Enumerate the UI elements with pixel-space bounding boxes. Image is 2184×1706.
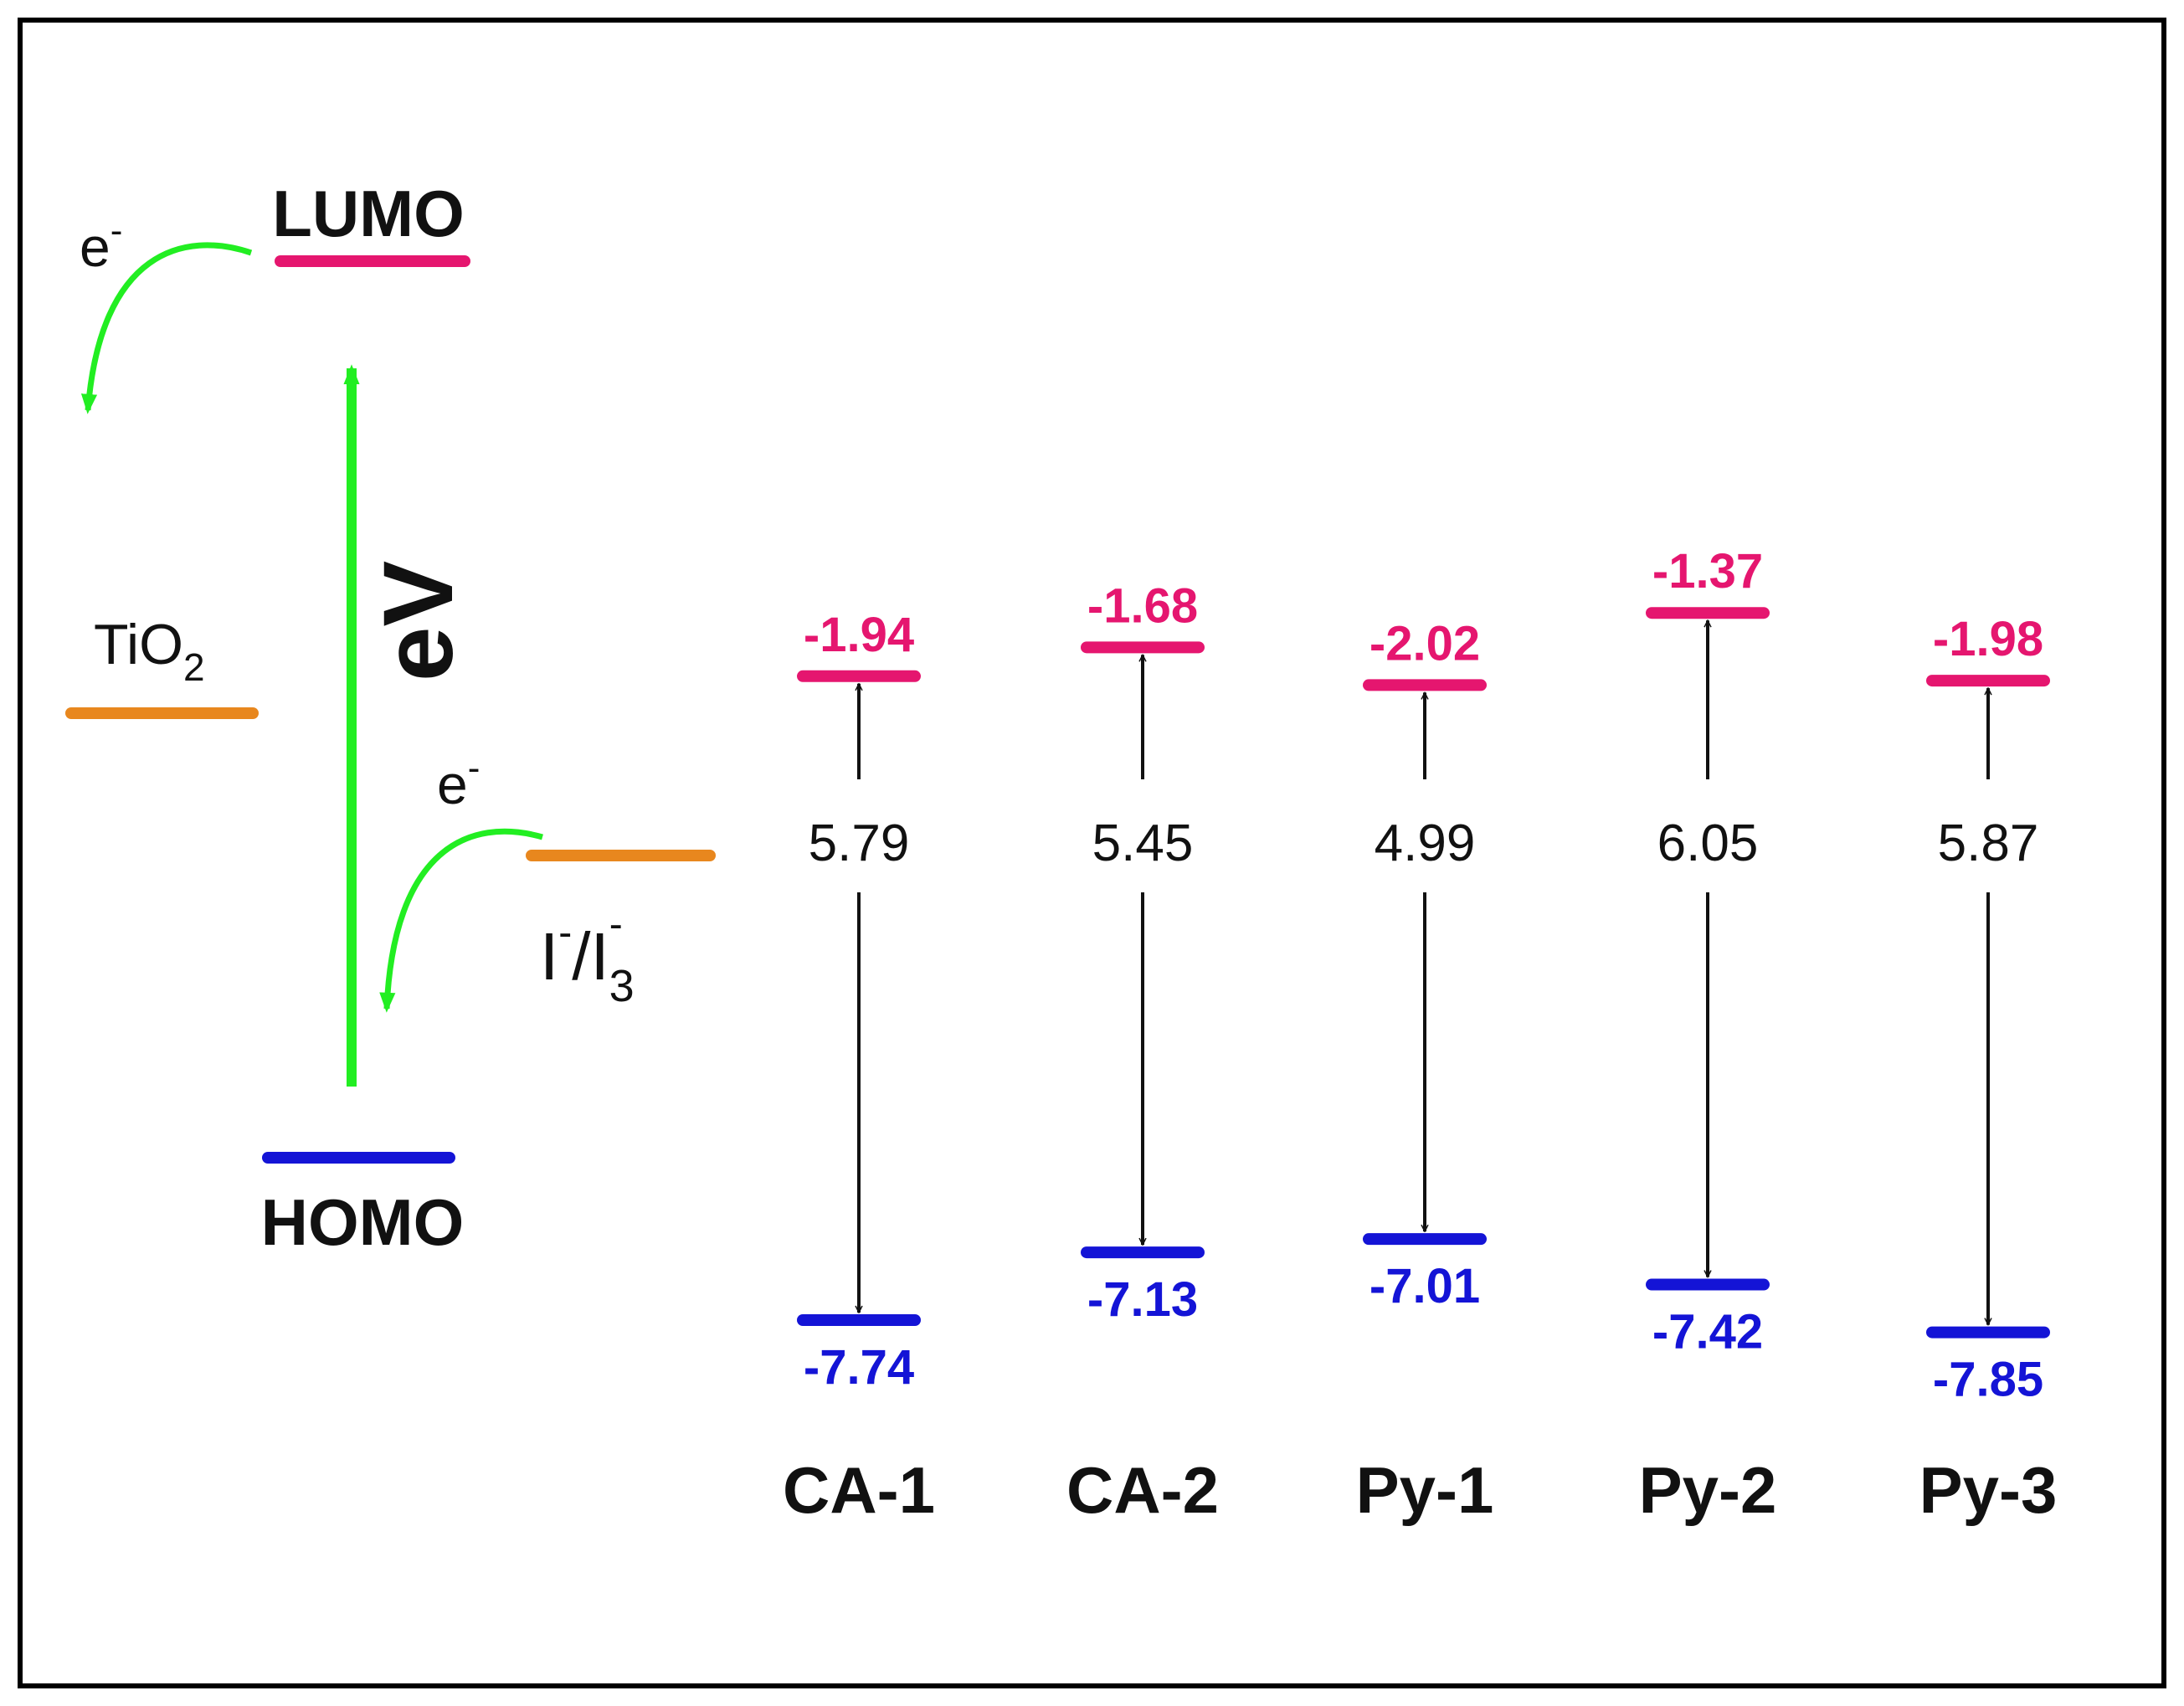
homo-value: -7.42 bbox=[1652, 1305, 1763, 1359]
schematic-panel: LUMO e- TiO2 eV I-/I3- e- HOMO bbox=[65, 177, 716, 1259]
gap-value: 5.45 bbox=[1092, 814, 1194, 872]
dye-levels: -1.94 -7.74 5.79 CA-1 -1.68 -7.13 5.45 CA-2 -2.0… bbox=[783, 544, 2057, 1527]
electron-label-top: e- bbox=[80, 210, 122, 278]
redox-couple-label: I-/I3- bbox=[540, 902, 635, 1011]
gap-value: 5.87 bbox=[1938, 814, 2039, 872]
gap-value: 6.05 bbox=[1657, 814, 1759, 872]
lumo-value: -1.98 bbox=[1933, 612, 2043, 666]
homo-value: -7.13 bbox=[1087, 1272, 1198, 1327]
dye-column: -1.68 -7.13 5.45 CA-2 bbox=[1066, 578, 1219, 1527]
lumo-value: -1.68 bbox=[1087, 578, 1198, 633]
homo-label: HOMO bbox=[261, 1185, 465, 1259]
dye-name: Py-3 bbox=[1919, 1453, 2058, 1527]
gap-value: 4.99 bbox=[1375, 814, 1476, 872]
dye-column: -1.94 -7.74 5.79 CA-1 bbox=[783, 608, 935, 1527]
energy-axis-label: eV bbox=[363, 561, 474, 681]
lumo-value: -1.37 bbox=[1652, 544, 1763, 599]
lumo-value: -1.94 bbox=[804, 608, 914, 662]
dye-name: Py-1 bbox=[1356, 1453, 1494, 1527]
dye-column: -2.02 -7.01 4.99 Py-1 bbox=[1356, 616, 1494, 1527]
dye-name: Py-2 bbox=[1639, 1453, 1777, 1527]
homo-value: -7.74 bbox=[804, 1340, 914, 1395]
homo-value: -7.01 bbox=[1369, 1259, 1480, 1313]
dye-column: -1.37 -7.42 6.05 Py-2 bbox=[1639, 544, 1777, 1527]
dye-name: CA-1 bbox=[783, 1453, 935, 1527]
lumo-label: LUMO bbox=[272, 177, 465, 250]
dye-name: CA-2 bbox=[1066, 1453, 1219, 1527]
homo-value: -7.85 bbox=[1933, 1353, 2043, 1407]
electron-label-mid: e- bbox=[437, 748, 480, 815]
dye-column: -1.98 -7.85 5.87 Py-3 bbox=[1919, 612, 2058, 1527]
electron-injection-arrow bbox=[80, 242, 253, 414]
dye-regeneration-arrow bbox=[379, 828, 543, 1013]
figure-frame bbox=[18, 18, 2166, 1688]
lumo-value: -2.02 bbox=[1369, 616, 1480, 671]
tio2-label: TiO2 bbox=[94, 613, 205, 689]
gap-value: 5.79 bbox=[809, 814, 910, 872]
